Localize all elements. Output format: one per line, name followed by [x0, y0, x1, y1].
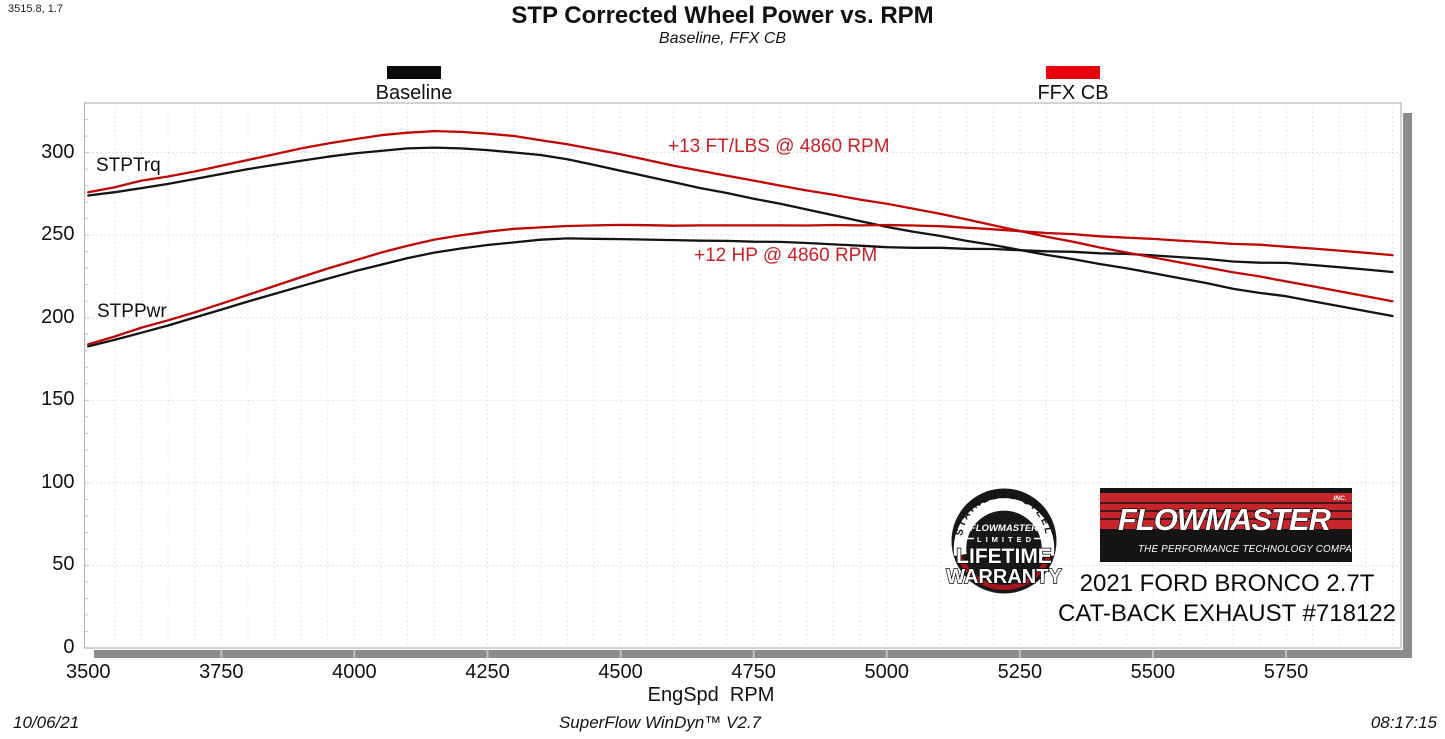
x-tick-label: 4750: [731, 661, 776, 683]
logo-tagline: THE PERFORMANCE TECHNOLOGY COMPANY: [1138, 544, 1352, 555]
x-tick-label: 5000: [864, 661, 910, 683]
vehicle-line-1: 2021 FORD BRONCO 2.7T: [1079, 570, 1375, 597]
curve-label-torque: STPTrq: [96, 155, 161, 176]
legend-label-baseline: Baseline: [375, 82, 453, 104]
x-tick-label: 4250: [465, 661, 510, 683]
flowmaster-logo: FLOWMASTER INC. THE PERFORMANCE TECHNOLO…: [1100, 488, 1352, 562]
legend-swatch-baseline: [387, 66, 441, 79]
curve-ffx-cb-stptrq-ft-lbs-: [87, 129, 1394, 303]
footer-software-name: SuperFlow WinDyn™ V2.7: [558, 713, 762, 732]
legend-label-ffx-cb: FFX CB: [1037, 82, 1109, 104]
torque-gain-annotation: +13 FT/LBS @ 4860 RPM: [668, 136, 890, 157]
badge-warranty-text: WARRANTY: [946, 566, 1062, 588]
curve-label-power: STPPwr: [97, 301, 167, 322]
y-tick-label: 300: [41, 140, 75, 163]
logo-brand-text: FLOWMASTER: [1118, 502, 1332, 537]
x-tick-label: 5500: [1130, 661, 1176, 683]
y-tick-label: 0: [63, 636, 75, 658]
vehicle-info: 2021 FORD BRONCO 2.7T CAT-BACK EXHAUST #…: [1037, 569, 1417, 629]
x-axis-label: EngSpd RPM: [647, 684, 775, 706]
y-tick-label: 200: [41, 305, 75, 328]
plot-background: [84, 103, 1401, 648]
curve-baseline-stptrq-ft-lbs-: [87, 146, 1394, 318]
x-tick-label: 4000: [332, 661, 377, 683]
y-tick-label: 150: [41, 388, 75, 411]
plot-shadow-right: [1403, 113, 1412, 658]
badge-white-band: [953, 498, 1055, 556]
vehicle-line-2: CAT-BACK EXHAUST #718122: [1058, 600, 1396, 627]
x-tick-label: 3500: [65, 661, 111, 683]
x-tick-label: 4500: [598, 661, 643, 683]
x-tick-label: 5250: [997, 661, 1043, 683]
page-title: STP Corrected Wheel Power vs. RPM: [511, 2, 934, 29]
footer-time: 08:17:15: [1370, 713, 1437, 732]
y-tick-label: 100: [41, 470, 75, 493]
badge-red-arc: [955, 549, 1053, 590]
y-tick-label: 50: [52, 553, 75, 576]
logo-inc-text: INC.: [1334, 495, 1347, 502]
plot-border: [83, 102, 1402, 649]
curve-baseline-stppwr-hp-: [87, 237, 1394, 348]
x-tick-label: 3750: [199, 661, 244, 683]
power-gain-annotation: +12 HP @ 4860 RPM: [694, 245, 878, 266]
badge-brand-text: FLOWMASTER: [970, 523, 1038, 534]
badge-lifetime-text: LIFETIME: [956, 545, 1052, 568]
cursor-readout: 3515.8, 1.7: [8, 3, 64, 15]
page-subtitle: Baseline, FFX CB: [658, 30, 787, 47]
lifetime-warranty-badge: STAINLESS STEEL FLOWMASTER LIMITED LIFET…: [946, 488, 1063, 594]
x-tick-label: 5750: [1263, 661, 1309, 683]
legend-swatch-ffx-cb: [1046, 66, 1100, 79]
footer-date: 10/06/21: [13, 713, 80, 732]
curve-ffx-cb-stppwr-hp-: [87, 223, 1394, 346]
badge-limited-text: LIMITED: [977, 535, 1035, 544]
y-tick-label: 250: [41, 223, 75, 246]
